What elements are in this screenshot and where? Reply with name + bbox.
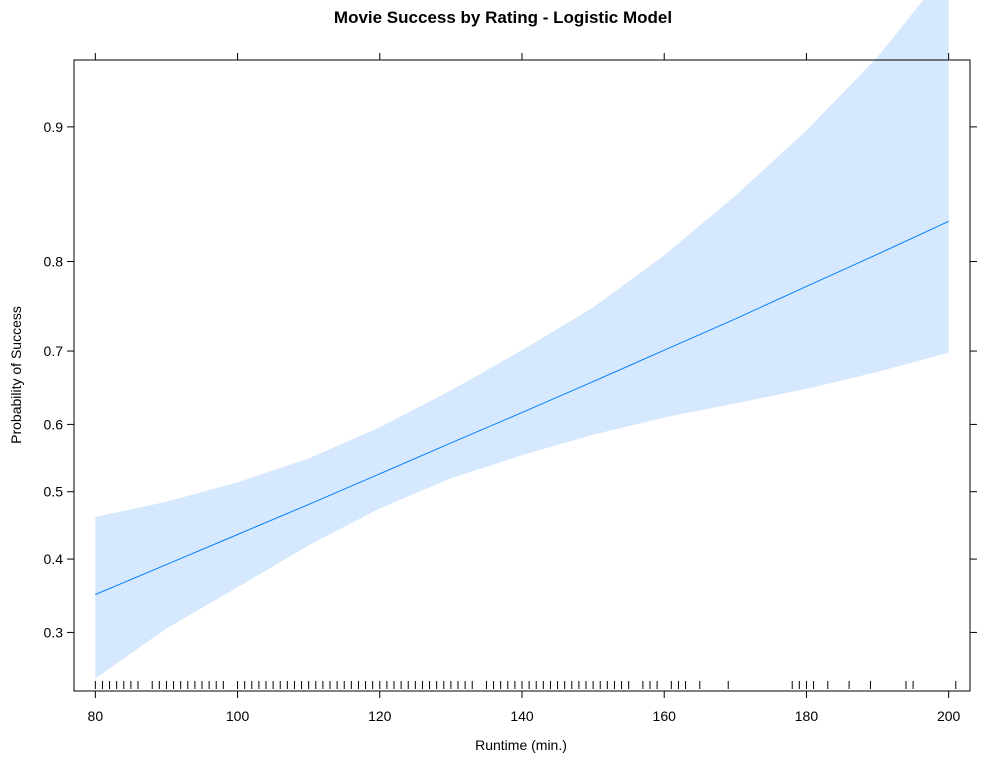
- y-tick-label: 0.3: [44, 624, 64, 640]
- y-tick-label: 0.9: [44, 119, 64, 135]
- y-tick-label: 0.6: [44, 416, 64, 432]
- x-axis: 80 100 120 140 160 180 200: [88, 53, 961, 724]
- x-tick-label: 80: [88, 708, 104, 724]
- x-tick-label: 180: [795, 708, 819, 724]
- y-tick-label: 0.5: [44, 484, 64, 500]
- y-axis: 0.3 0.4 0.5 0.6 0.7 0.8 0.9: [44, 119, 977, 640]
- rug-marks: [94, 681, 957, 689]
- x-axis-label: Runtime (min.): [475, 737, 567, 753]
- y-tick-label: 0.4: [44, 551, 64, 567]
- y-axis-label: Probability of Success: [8, 306, 24, 444]
- x-tick-label: 160: [653, 708, 677, 724]
- fit-line: [95, 220, 949, 595]
- y-tick-label: 0.7: [44, 343, 64, 359]
- x-tick-label: 100: [226, 708, 250, 724]
- confidence-band: [95, 0, 949, 679]
- y-tick-label: 0.8: [44, 254, 64, 270]
- x-tick-label: 120: [368, 708, 392, 724]
- chart-title: Movie Success by Rating - Logistic Model: [334, 8, 672, 27]
- x-tick-label: 140: [510, 708, 534, 724]
- x-tick-label: 200: [937, 708, 961, 724]
- fit-line-layer: [95, 220, 949, 595]
- confidence-band-layer: [95, 0, 949, 679]
